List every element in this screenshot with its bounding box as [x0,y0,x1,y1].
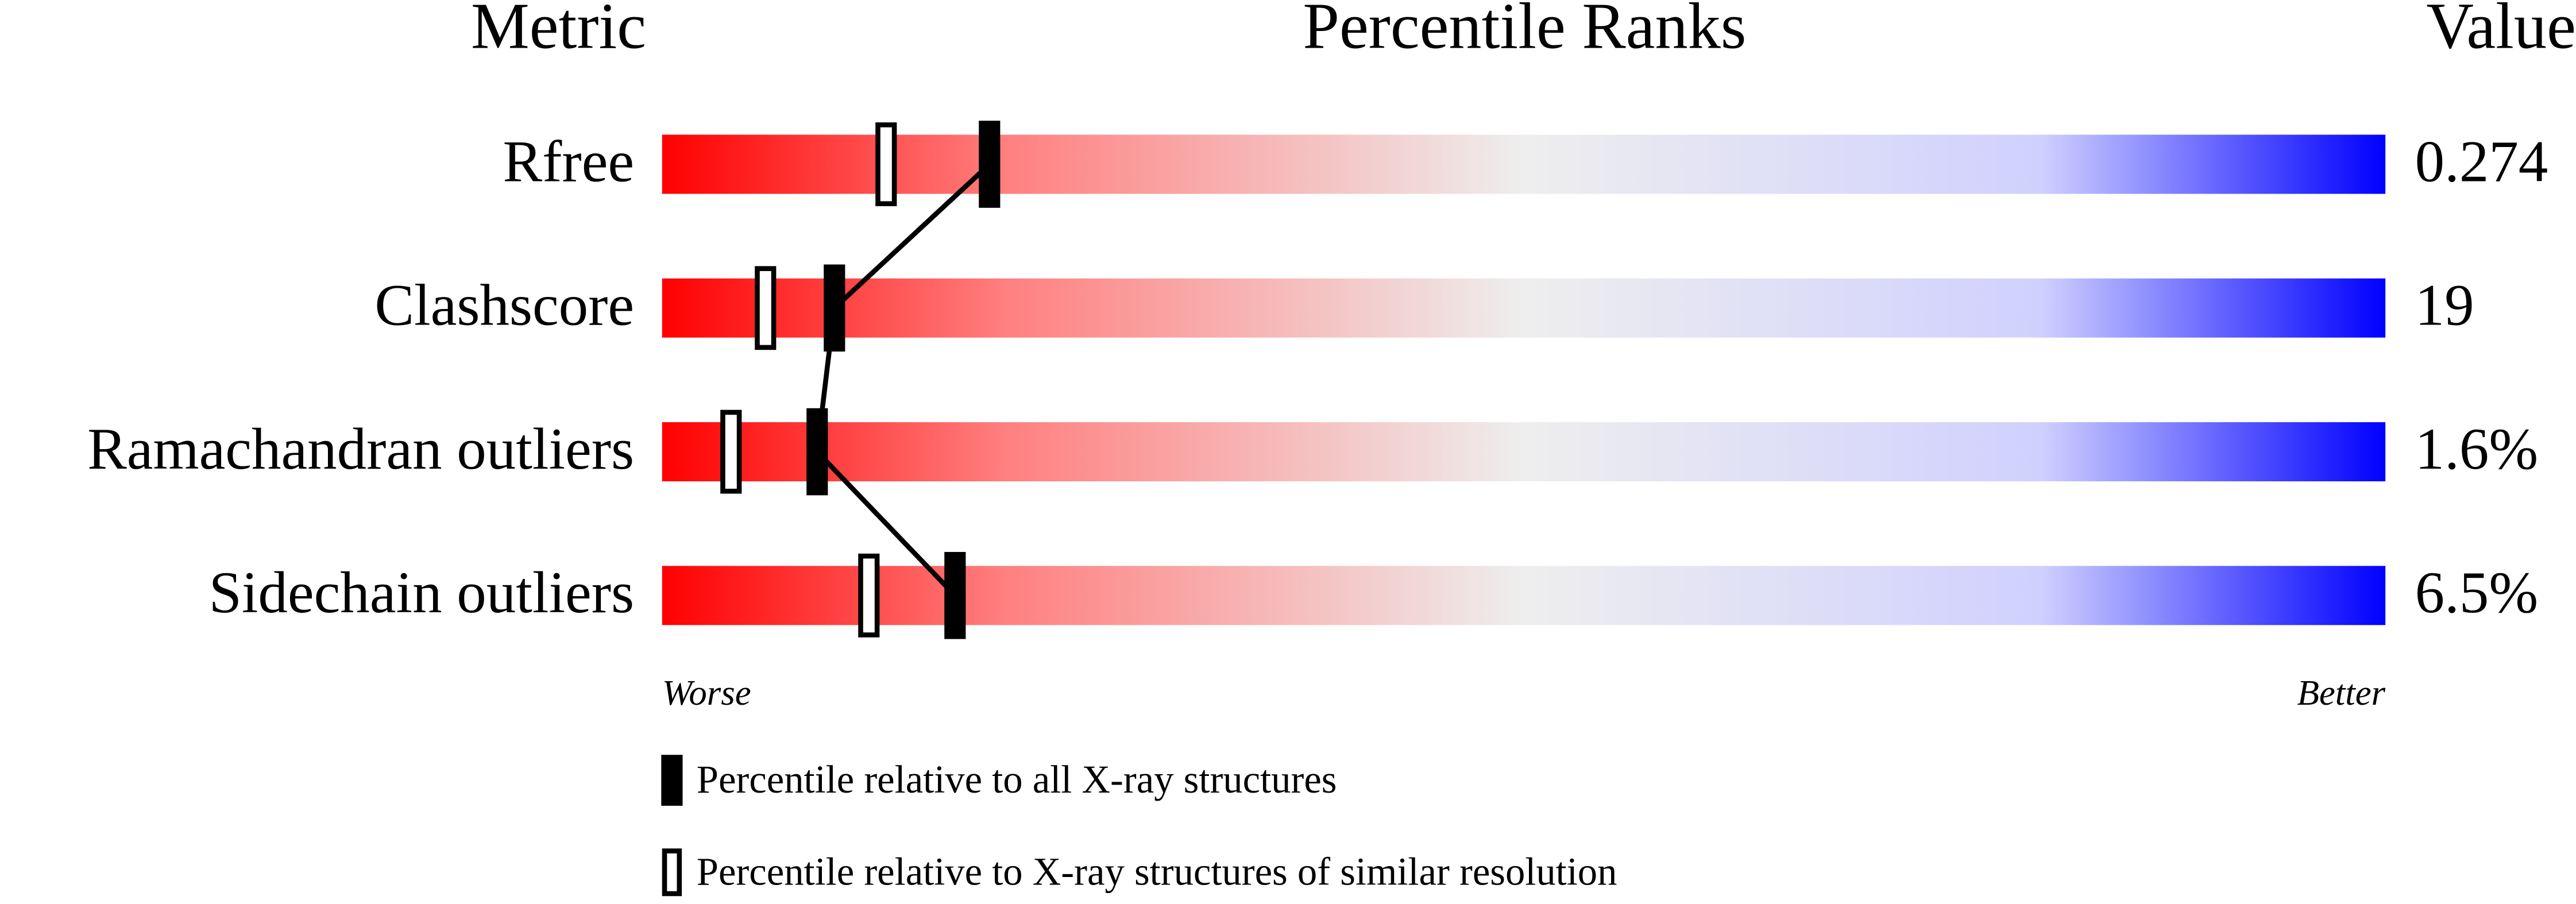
connector-line [814,162,991,597]
legend-swatch [661,755,683,806]
header-ranks: Percentile Ranks [1303,0,1746,62]
percentile-marker-similar [755,266,777,350]
percentile-marker-all [806,408,828,496]
slider-bar [662,278,2386,338]
slider-bar [662,422,2386,482]
header-metric: Metric [471,0,646,62]
metric-label: Clashscore [374,273,634,338]
percentile-marker-all [824,264,845,352]
legend-label: Percentile relative to all X-ray structu… [697,758,1337,801]
metric-value: 0.274 [2415,129,2548,194]
percentile-marker-similar [720,409,742,494]
percentile-marker-all [979,121,1001,208]
percentile-marker-similar [858,553,880,638]
metric-label: Rfree [503,129,634,194]
better-label: Better [2297,673,2385,713]
legend-swatch [662,848,682,897]
legend-label: Percentile relative to X-ray structures … [697,849,1617,893]
slider-bar [662,134,2386,194]
percentile-marker-all [944,552,966,639]
metric-label: Ramachandran outliers [87,416,634,482]
slider-bar [662,566,2386,625]
metric-value: 1.6% [2415,416,2538,482]
metric-label: Sidechain outliers [209,560,635,625]
metric-value: 19 [2415,273,2474,338]
header-value: Value [2426,0,2576,62]
metric-value: 6.5% [2415,560,2538,625]
percentile-marker-similar [875,122,897,206]
worse-label: Worse [662,673,751,713]
